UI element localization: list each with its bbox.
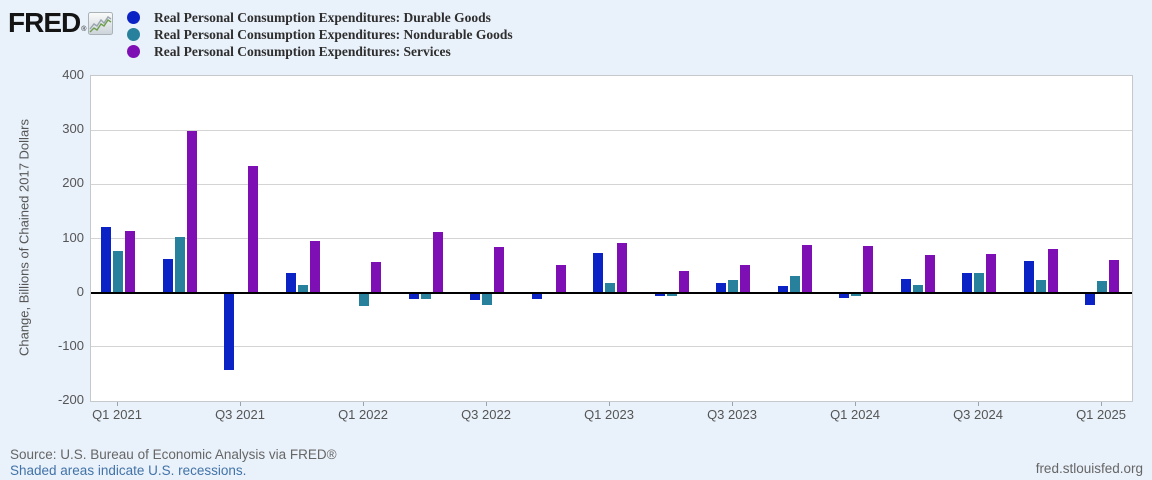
x-tick [609,401,610,406]
registered-mark: ® [81,26,87,33]
bar [851,292,861,297]
gridline [91,238,1132,239]
gridline [91,183,1132,185]
x-tick-label: Q1 2024 [830,407,880,422]
bar [408,292,419,300]
x-tick-label: Q3 2023 [707,407,757,422]
bar [285,273,296,293]
bar [101,226,111,293]
bar [986,253,996,293]
legend-item: Real Personal Consumption Expenditures: … [127,43,513,59]
y-tick-label: 400 [62,67,84,82]
x-tick [732,401,733,406]
legend-dot-icon [127,11,140,24]
bar [470,292,480,301]
x-tick [363,401,364,406]
bar [962,272,972,293]
bar [924,254,935,293]
x-tick [240,401,241,406]
fred-logo-text: FRED [8,7,81,38]
x-tick-label: Q3 2021 [215,407,265,422]
x-tick [486,401,487,406]
bar [801,245,812,293]
bar [617,243,627,293]
x-tick [855,401,856,406]
x-tick-label: Q1 2021 [92,407,142,422]
zero-line [91,291,1132,294]
legend-label: Real Personal Consumption Expenditures: … [154,43,451,59]
x-tick-label: Q3 2024 [953,407,1003,422]
fred-site-link[interactable]: fred.stlouisfed.org [1035,461,1143,476]
bar [1097,281,1107,293]
legend-label: Real Personal Consumption Expenditures: … [154,26,513,42]
legend-item: Real Personal Consumption Expenditures: … [127,9,513,25]
bar [1085,292,1095,305]
bar [420,292,431,300]
fred-chart-icon [88,12,114,40]
bar [777,286,788,293]
y-axis-title: Change, Billions of Chained 2017 Dollars [16,118,32,357]
bar [863,246,873,293]
legend-label: Real Personal Consumption Expenditures: … [154,9,491,25]
bar [654,292,665,296]
bar [555,264,566,293]
y-tick-label: 0 [76,283,84,299]
source-note: Source: U.S. Bureau of Economic Analysis… [10,447,337,462]
bar [678,271,689,293]
x-tick [117,401,118,406]
x-tick-label: Q1 2025 [1076,407,1126,422]
bar [531,292,542,299]
y-tick-label: 200 [62,175,84,191]
bar [309,240,320,293]
bar [839,292,849,298]
bar [740,265,750,293]
y-tick-label: -200 [57,392,84,407]
bar [1023,261,1034,293]
x-tick-label: Q1 2022 [338,407,388,422]
bar [666,292,677,296]
y-tick-label: 100 [62,229,84,245]
bar [224,292,234,371]
bar [716,283,726,293]
bar [593,252,603,293]
plot-area [90,75,1133,402]
bar [1109,260,1119,293]
bar [162,259,173,293]
bar [125,231,135,293]
recessions-link[interactable]: Shaded areas indicate U.S. recessions. [10,463,247,478]
legend: Real Personal Consumption Expenditures: … [127,9,513,59]
x-tick-label: Q1 2023 [584,407,634,422]
x-tick-label: Q3 2022 [461,407,511,422]
bar [728,280,738,293]
bar [359,292,369,307]
bar [789,276,800,293]
bar [900,278,911,293]
bar [494,247,504,293]
legend-dot-icon [127,45,140,58]
x-tick [1101,401,1102,406]
bar [974,273,984,293]
gridline [91,129,1132,131]
bar [605,283,615,293]
y-tick-label: -100 [57,337,84,353]
bar [912,285,923,293]
bar [432,232,443,293]
bar [174,236,185,293]
y-tick-label: 300 [62,121,84,137]
bar [1035,280,1046,293]
bar [371,262,381,293]
bar [186,131,197,293]
fred-logo[interactable]: FRED ® [8,7,114,40]
x-tick [978,401,979,406]
bar [482,292,492,306]
bar [297,285,308,293]
legend-item: Real Personal Consumption Expenditures: … [127,26,513,42]
bar [248,166,258,293]
bar [1047,249,1058,293]
gridline [91,346,1132,348]
bar [113,250,123,293]
legend-dot-icon [127,28,140,41]
